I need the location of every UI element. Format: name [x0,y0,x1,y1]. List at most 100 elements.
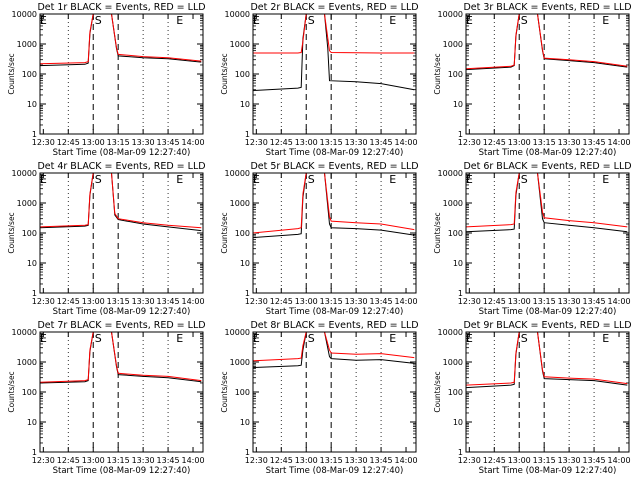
y-tick-label: 10 [240,259,250,268]
event-marker-label: E [602,173,609,186]
x-tick-label: 14:00 [607,456,630,465]
x-tick-label: 13:00 [508,456,531,465]
x-tick-label: 13:30 [558,138,581,147]
event-marker-label: E [176,332,183,345]
y-tick-label: 10000 [438,10,463,19]
x-tick-label: 12:30 [245,456,268,465]
x-axis-label: Start Time (08-Mar-09 12:27:40) [53,148,191,158]
x-tick-label: 12:45 [483,297,506,306]
y-tick-label: 100 [235,229,250,238]
x-tick-label: 12:45 [483,138,506,147]
y-tick-label: 100 [235,70,250,79]
x-axis-label: Start Time (08-Mar-09 12:27:40) [479,148,617,158]
x-tick-label: 12:45 [57,297,80,306]
x-tick-label: 13:00 [295,456,318,465]
y-tick-label: 100 [22,70,37,79]
event-marker-label: E [253,173,260,186]
event-marker-label: E [176,14,183,27]
events-series-line [253,173,415,239]
x-tick-label: 13:15 [320,138,343,147]
lld-series-line [40,173,202,229]
events-series-line [466,332,628,389]
lld-series-line [253,173,415,234]
x-tick-label: 13:15 [107,138,130,147]
y-axis-label: Counts/sec [433,212,442,253]
x-tick-label: 12:30 [245,297,268,306]
y-tick-label: 1 [32,448,37,457]
y-axis-label: Counts/sec [7,371,16,412]
events-series-line [253,332,415,369]
x-tick-label: 13:15 [107,297,130,306]
chart-title: Det 8r BLACK = Events, RED = LLD [250,320,418,331]
chart-title: Det 9r BLACK = Events, RED = LLD [463,320,631,331]
event-marker-label: E [176,173,183,186]
x-tick-label: 13:45 [157,138,180,147]
x-tick-label: 13:45 [370,456,393,465]
y-tick-label: 10 [27,100,37,109]
x-tick-label: 13:15 [533,456,556,465]
x-tick-label: 13:00 [82,456,105,465]
x-tick-label: 13:15 [320,297,343,306]
x-tick-label: 14:00 [181,456,204,465]
x-tick-label: 14:00 [607,297,630,306]
y-tick-label: 1 [32,130,37,139]
plot-frame [252,331,417,453]
x-tick-label: 12:45 [270,297,293,306]
x-tick-label: 13:00 [82,138,105,147]
y-tick-label: 10000 [12,328,37,337]
event-marker-label: E [253,14,260,27]
event-marker-label: E [40,173,47,186]
x-tick-label: 13:30 [345,456,368,465]
x-tick-label: 14:00 [394,297,417,306]
event-marker-label: E [466,14,473,27]
x-tick-label: 13:15 [107,456,130,465]
event-marker-label: E [253,332,260,345]
chart-panel-9: Det 9r BLACK = Events, RED = LLD 1 10 100 10… [433,320,632,476]
y-tick-label: 10000 [225,328,250,337]
x-tick-label: 12:30 [458,138,481,147]
event-marker-label: S [521,173,528,186]
event-marker-label: S [308,332,315,345]
event-marker-label: E [602,332,609,345]
x-tick-label: 12:30 [32,297,55,306]
chart-panel-7: Det 7r BLACK = Events, RED = LLD 1 10 100 10… [7,320,206,476]
plot-frame [465,331,630,453]
x-tick-label: 13:30 [345,297,368,306]
events-series-line [40,14,202,67]
y-tick-label: 1000 [17,358,37,367]
x-tick-label: 13:45 [157,456,180,465]
y-tick-label: 1 [458,289,463,298]
y-axis-label: Counts/sec [220,212,229,253]
x-tick-label: 14:00 [181,138,204,147]
y-tick-label: 1 [245,289,250,298]
x-tick-label: 13:45 [583,297,606,306]
chart-title: Det 1r BLACK = Events, RED = LLD [37,2,205,13]
chart-title: Det 5r BLACK = Events, RED = LLD [250,161,418,172]
plot-frame [465,172,630,294]
y-tick-label: 10 [240,100,250,109]
y-tick-label: 1000 [230,40,250,49]
event-marker-label: E [389,332,396,345]
chart-panel-2: Det 2r BLACK = Events, RED = LLD 1 10 100 10… [220,2,419,158]
x-tick-label: 12:30 [458,297,481,306]
x-tick-label: 12:30 [458,456,481,465]
x-tick-label: 12:45 [483,456,506,465]
x-axis-label: Start Time (08-Mar-09 12:27:40) [266,148,404,158]
event-marker-label: S [95,14,102,27]
y-tick-label: 1 [245,448,250,457]
y-tick-label: 1000 [443,358,463,367]
chart-title: Det 2r BLACK = Events, RED = LLD [250,2,418,13]
x-tick-label: 12:45 [270,456,293,465]
y-tick-label: 1 [458,448,463,457]
y-tick-label: 10 [240,418,250,427]
y-tick-label: 100 [448,388,463,397]
x-tick-label: 13:45 [583,138,606,147]
y-tick-label: 10 [453,418,463,427]
chart-title: Det 4r BLACK = Events, RED = LLD [37,161,205,172]
chart-title: Det 7r BLACK = Events, RED = LLD [37,320,205,331]
events-series-line [466,14,628,71]
lld-series-line [466,173,628,228]
chart-panel-6: Det 6r BLACK = Events, RED = LLD 1 10 100 10… [433,161,632,317]
x-axis-label: Start Time (08-Mar-09 12:27:40) [479,466,617,476]
x-tick-label: 14:00 [607,138,630,147]
